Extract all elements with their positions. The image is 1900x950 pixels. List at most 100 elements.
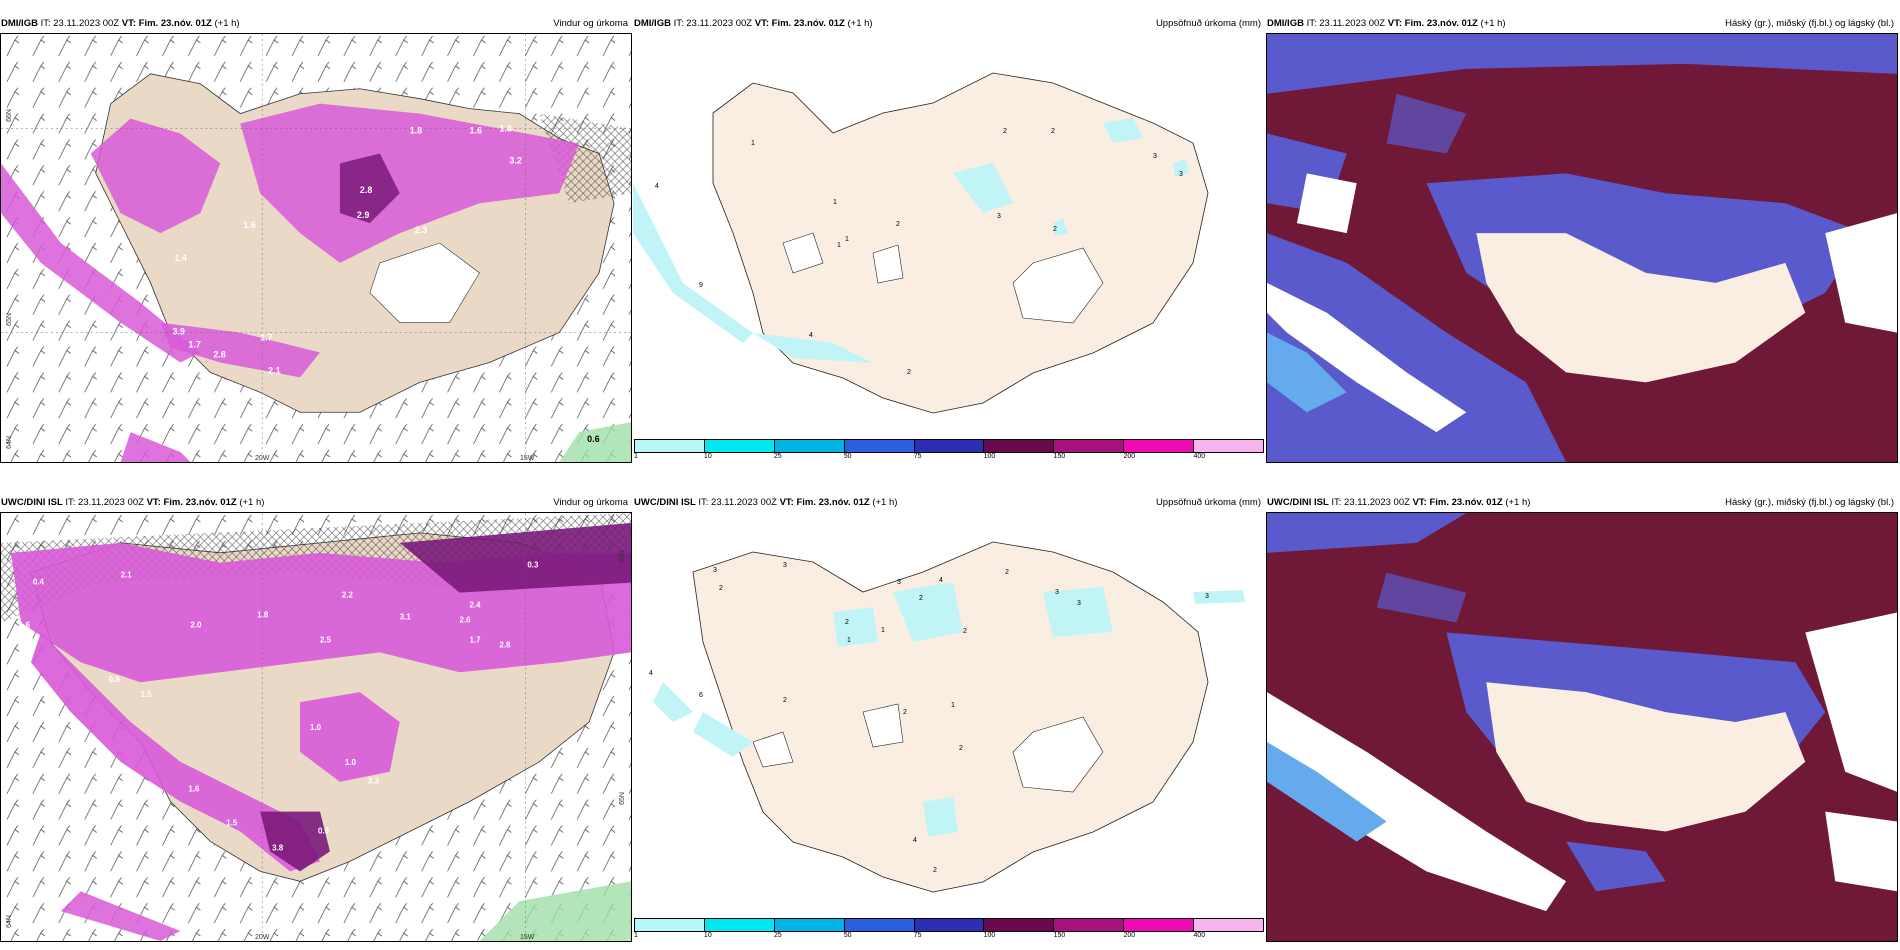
value-label: 3 <box>1205 593 1209 600</box>
value-label: 1.6 <box>19 620 31 629</box>
colorbar-cell <box>635 440 705 452</box>
value-label: 2 <box>845 619 849 626</box>
panel-title: Vindur og úrkoma <box>553 18 628 29</box>
valid-time: VT: Fim. 23.nóv. 01Z <box>146 497 237 508</box>
lead-time: (+1 h) <box>847 18 873 29</box>
valid-time: VT: Fim. 23.nóv. 01Z <box>779 497 870 508</box>
value-label: 2 <box>963 628 967 635</box>
colorbar-label: 75 <box>913 453 922 460</box>
value-label: 1 <box>881 627 885 634</box>
init-time: IT: 23.11.2023 00Z <box>1331 497 1410 508</box>
colorbar-cell <box>914 919 985 931</box>
value-label: 2 <box>896 221 900 228</box>
value-label: 2 <box>1003 128 1007 135</box>
accum-precip-map: 3 2 3 3 2 4 3 2 2 1 2 1 4 6 2 2 3 1 2 3 <box>649 541 1245 893</box>
colorbar-label: 150 <box>1053 453 1066 460</box>
colorbar-label: 10 <box>703 453 712 460</box>
colorbar-cell <box>1124 919 1195 931</box>
colorbar-label: 50 <box>843 453 852 460</box>
panel-header: DMI/IGB IT: 23.11.2023 00Z VT: Fim. 23.n… <box>633 17 1265 31</box>
model-name: UWC/DINI ISL <box>1 497 63 508</box>
value-label: 4 <box>939 577 943 584</box>
colorbar-cell <box>635 919 705 931</box>
colorbar-label: 50 <box>843 932 852 939</box>
value-label: 3 <box>713 567 717 574</box>
lead-time: (+1 h) <box>1505 497 1531 508</box>
valid-time: VT: Fim. 23.nóv. 01Z <box>1412 497 1503 508</box>
colorbar-cell <box>1054 919 1125 931</box>
model-name: DMI/IGB <box>1267 18 1304 29</box>
value-label: 3 <box>1153 153 1157 160</box>
panel-accum-precip-dmi: DMI/IGB IT: 23.11.2023 00Z VT: Fim. 23.n… <box>633 17 1265 463</box>
panel-clouds-uwc: UWC/DINI ISL IT: 23.11.2023 00Z VT: Fim.… <box>1266 496 1898 942</box>
lat-label: 66N <box>619 550 627 563</box>
valid-time: VT: Fim. 23.nóv. 01Z <box>1387 18 1478 29</box>
cloud-cover-map <box>1267 513 1897 941</box>
colorbar-label: 25 <box>773 932 782 939</box>
value-label: 2.4 <box>470 601 482 610</box>
value-label: 3.1 <box>400 613 412 622</box>
value-label: 1.0 <box>310 723 322 732</box>
map-frame: 0.4 1.6 2.1 2.2 1.8 2.0 2.5 1.7 0.3 2.4 … <box>0 512 632 942</box>
value-label: 2.2 <box>342 591 354 600</box>
value-label: 2 <box>1051 128 1055 135</box>
value-label: 4 <box>649 670 653 677</box>
value-label: 2.0 <box>190 620 202 629</box>
colorbar-cells <box>634 918 1264 932</box>
colorbar-cell <box>984 919 1055 931</box>
value-label: 9 <box>699 282 703 289</box>
colorbar-cell <box>704 919 775 931</box>
colorbar-cell <box>844 919 915 931</box>
value-label: 3 <box>783 562 787 569</box>
model-name: DMI/IGB <box>634 18 671 29</box>
valid-time: VT: Fim. 23.nóv. 01Z <box>121 18 212 29</box>
value-label: 0.6 <box>318 827 330 836</box>
colorbar-label: 400 <box>1193 932 1206 939</box>
value-label: 0.4 <box>33 578 45 587</box>
value-label: 3.9 <box>172 327 184 337</box>
valid-time: VT: Fim. 23.nóv. 01Z <box>754 18 845 29</box>
init-time: IT: 23.11.2023 00Z <box>673 18 753 29</box>
colorbar-label: 75 <box>913 932 922 939</box>
value-label: 2.8 <box>360 185 372 195</box>
value-label: 0.3 <box>527 561 539 570</box>
value-label: 2 <box>933 867 937 874</box>
value-label: 1 <box>951 702 955 709</box>
init-time: IT: 23.11.2023 00Z <box>40 18 120 29</box>
colorbar-cell <box>704 440 775 452</box>
colorbar-cell <box>1124 440 1195 452</box>
value-label: 1.5 <box>226 819 238 828</box>
value-label: 1.0 <box>345 758 357 767</box>
colorbar-label: 1 <box>634 453 638 460</box>
value-label: 1.8 <box>410 126 422 136</box>
value-label: 4 <box>913 837 917 844</box>
value-label: 2 <box>783 697 787 704</box>
lon-label: 15W <box>520 455 535 462</box>
panel-wind-precip-uwc: UWC/DINI ISL IT: 23.11.2023 00Z VT: Fim.… <box>0 496 632 942</box>
lat-label: 64N <box>5 915 13 928</box>
colorbar-label: 200 <box>1123 453 1136 460</box>
value-label: 3 <box>1179 171 1183 178</box>
colorbar-label: 25 <box>773 453 782 460</box>
value-label: 2.3 <box>415 225 427 235</box>
init-time: IT: 23.11.2023 00Z <box>698 497 777 508</box>
value-label: 1.7 <box>260 333 272 343</box>
panel-accum-precip-uwc: UWC/DINI ISL IT: 23.11.2023 00Z VT: Fim.… <box>633 496 1265 942</box>
value-label: 2 <box>919 595 923 602</box>
panel-title: Háský (gr.), miðský (fj.bl.) og lágský (… <box>1725 497 1894 508</box>
value-label: 2 <box>1053 226 1057 233</box>
value-label: 2 <box>1005 569 1009 576</box>
colorbar-label: 100 <box>983 932 996 939</box>
value-label: 0.9 <box>109 675 121 684</box>
panel-title: Vindur og úrkoma <box>553 497 628 508</box>
colorbar-cell <box>914 440 985 452</box>
value-label: 2.9 <box>357 210 369 220</box>
lon-label: 15W <box>520 934 535 941</box>
value-label: 3.3 <box>368 777 380 786</box>
colorbar-label: 400 <box>1193 453 1206 460</box>
value-label: 1 <box>845 236 849 243</box>
value-label: 1 <box>837 242 841 249</box>
value-label: 1.8 <box>257 611 269 620</box>
value-label: 1.8 <box>499 124 511 134</box>
value-label: 2 <box>907 369 911 376</box>
